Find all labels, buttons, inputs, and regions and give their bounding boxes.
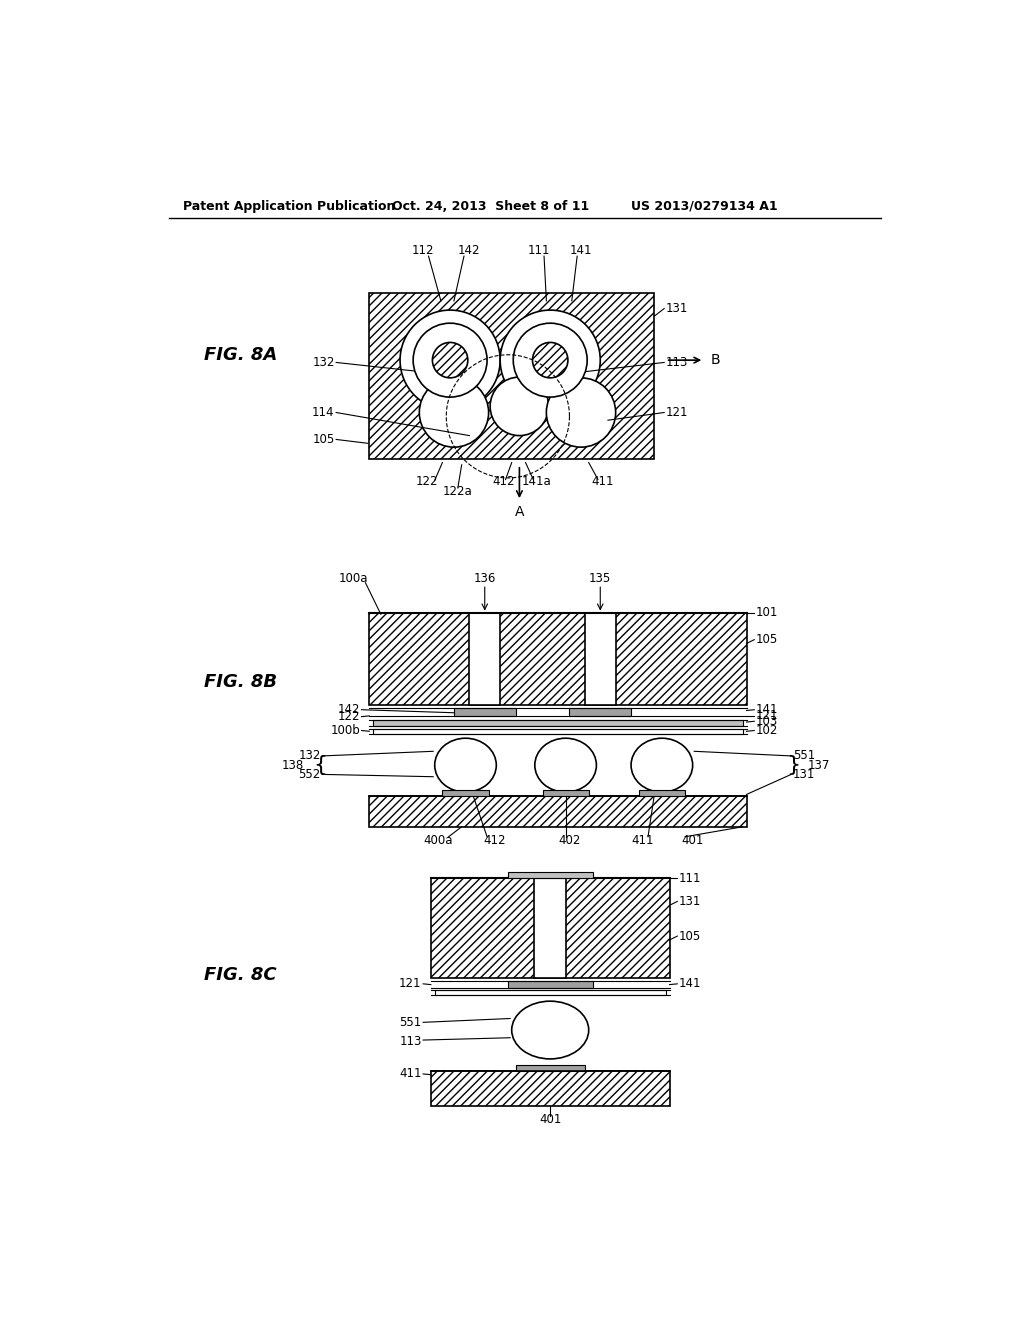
Text: 105: 105: [756, 634, 778, 647]
Text: }: }: [786, 755, 801, 775]
Text: 131: 131: [793, 768, 815, 781]
Bar: [508, 981, 593, 987]
Text: A: A: [515, 504, 524, 519]
Text: Oct. 24, 2013  Sheet 8 of 11: Oct. 24, 2013 Sheet 8 of 11: [392, 199, 590, 213]
Text: 402: 402: [558, 834, 581, 847]
Text: 135: 135: [589, 572, 611, 585]
Circle shape: [413, 323, 487, 397]
Text: 111: 111: [679, 871, 701, 884]
Text: FIG. 8B: FIG. 8B: [204, 673, 276, 690]
Bar: [543, 789, 589, 796]
Text: 411: 411: [591, 475, 613, 488]
Text: 141: 141: [679, 977, 701, 990]
Text: 551: 551: [399, 1016, 422, 1028]
Text: 141: 141: [569, 244, 592, 257]
Text: 102: 102: [756, 723, 778, 737]
Text: 551: 551: [793, 750, 815, 763]
Text: 111: 111: [527, 244, 550, 257]
Text: 103: 103: [756, 714, 778, 727]
Text: 412: 412: [493, 475, 515, 488]
Bar: [442, 789, 488, 796]
Circle shape: [532, 342, 568, 378]
Text: 114: 114: [312, 407, 335, 418]
Text: 411: 411: [632, 834, 654, 847]
Text: 138: 138: [282, 759, 304, 772]
Circle shape: [500, 310, 600, 411]
Text: 142: 142: [338, 704, 360, 717]
Text: 121: 121: [666, 407, 688, 418]
Text: FIG. 8A: FIG. 8A: [204, 346, 276, 364]
Text: 101: 101: [756, 606, 778, 619]
Bar: [469, 612, 500, 705]
Ellipse shape: [512, 1001, 589, 1059]
Bar: [431, 1071, 670, 1106]
Circle shape: [547, 378, 615, 447]
Bar: [508, 873, 593, 878]
Text: 400a: 400a: [424, 834, 454, 847]
Bar: [435, 990, 666, 995]
Bar: [370, 293, 654, 459]
Text: 132: 132: [298, 750, 321, 763]
Bar: [431, 878, 670, 978]
Text: 142: 142: [458, 244, 480, 257]
Bar: [515, 1065, 585, 1071]
Bar: [454, 708, 515, 715]
Text: 113: 113: [666, 356, 688, 370]
Ellipse shape: [435, 738, 497, 792]
Circle shape: [513, 323, 587, 397]
Text: 100a: 100a: [339, 572, 369, 585]
Text: 136: 136: [473, 572, 496, 585]
Bar: [585, 612, 615, 705]
Circle shape: [490, 378, 549, 436]
Text: {: {: [312, 755, 327, 775]
Text: 141a: 141a: [521, 475, 551, 488]
Text: 131: 131: [679, 895, 701, 908]
Text: 113: 113: [399, 1035, 422, 1048]
Bar: [373, 729, 742, 734]
Text: FIG. 8C: FIG. 8C: [204, 966, 276, 983]
Text: 401: 401: [539, 1113, 561, 1126]
Text: 100b: 100b: [331, 723, 360, 737]
Bar: [370, 796, 746, 826]
Text: 411: 411: [399, 1068, 422, 1081]
Circle shape: [400, 310, 500, 411]
Text: 552: 552: [299, 768, 321, 781]
Text: 105: 105: [679, 929, 701, 942]
Text: 132: 132: [312, 356, 335, 370]
Text: 122: 122: [338, 710, 360, 723]
Circle shape: [432, 342, 468, 378]
Ellipse shape: [535, 738, 596, 792]
Bar: [373, 719, 742, 726]
Bar: [535, 878, 566, 978]
Text: 401: 401: [682, 834, 703, 847]
Text: 412: 412: [483, 834, 506, 847]
Text: 137: 137: [808, 759, 830, 772]
Text: 131: 131: [666, 302, 688, 315]
Text: Patent Application Publication: Patent Application Publication: [183, 199, 395, 213]
Text: B: B: [711, 354, 720, 367]
Text: 121: 121: [399, 977, 422, 990]
Bar: [370, 612, 746, 705]
Text: 141: 141: [756, 704, 778, 717]
Text: 121: 121: [756, 709, 778, 722]
Circle shape: [419, 378, 488, 447]
Text: 122a: 122a: [443, 484, 473, 498]
Ellipse shape: [631, 738, 692, 792]
Text: US 2013/0279134 A1: US 2013/0279134 A1: [631, 199, 777, 213]
Text: 122: 122: [416, 475, 438, 488]
Text: 112: 112: [412, 244, 434, 257]
Bar: [639, 789, 685, 796]
Text: 105: 105: [312, 433, 335, 446]
Bar: [569, 708, 631, 715]
